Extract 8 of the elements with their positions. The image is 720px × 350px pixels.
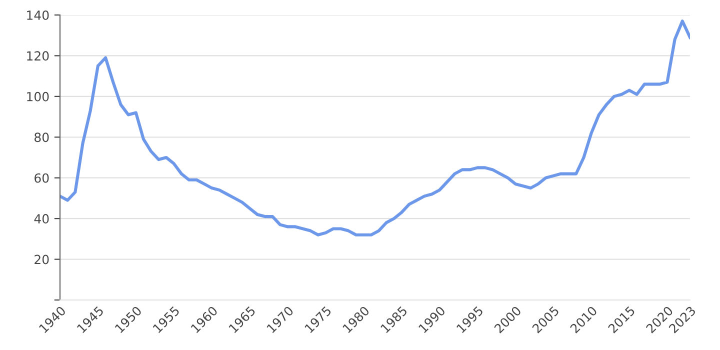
y-tick-label: 20 — [34, 254, 49, 264]
y-tick-label: 60 — [34, 173, 49, 183]
y-tick-label: 80 — [34, 132, 49, 142]
y-tick-label: 40 — [34, 214, 49, 224]
y-tick-label: 120 — [27, 51, 49, 61]
line-series — [60, 20, 690, 236]
y-tick-label: 100 — [27, 92, 49, 102]
y-tick-label: 140 — [27, 10, 49, 20]
